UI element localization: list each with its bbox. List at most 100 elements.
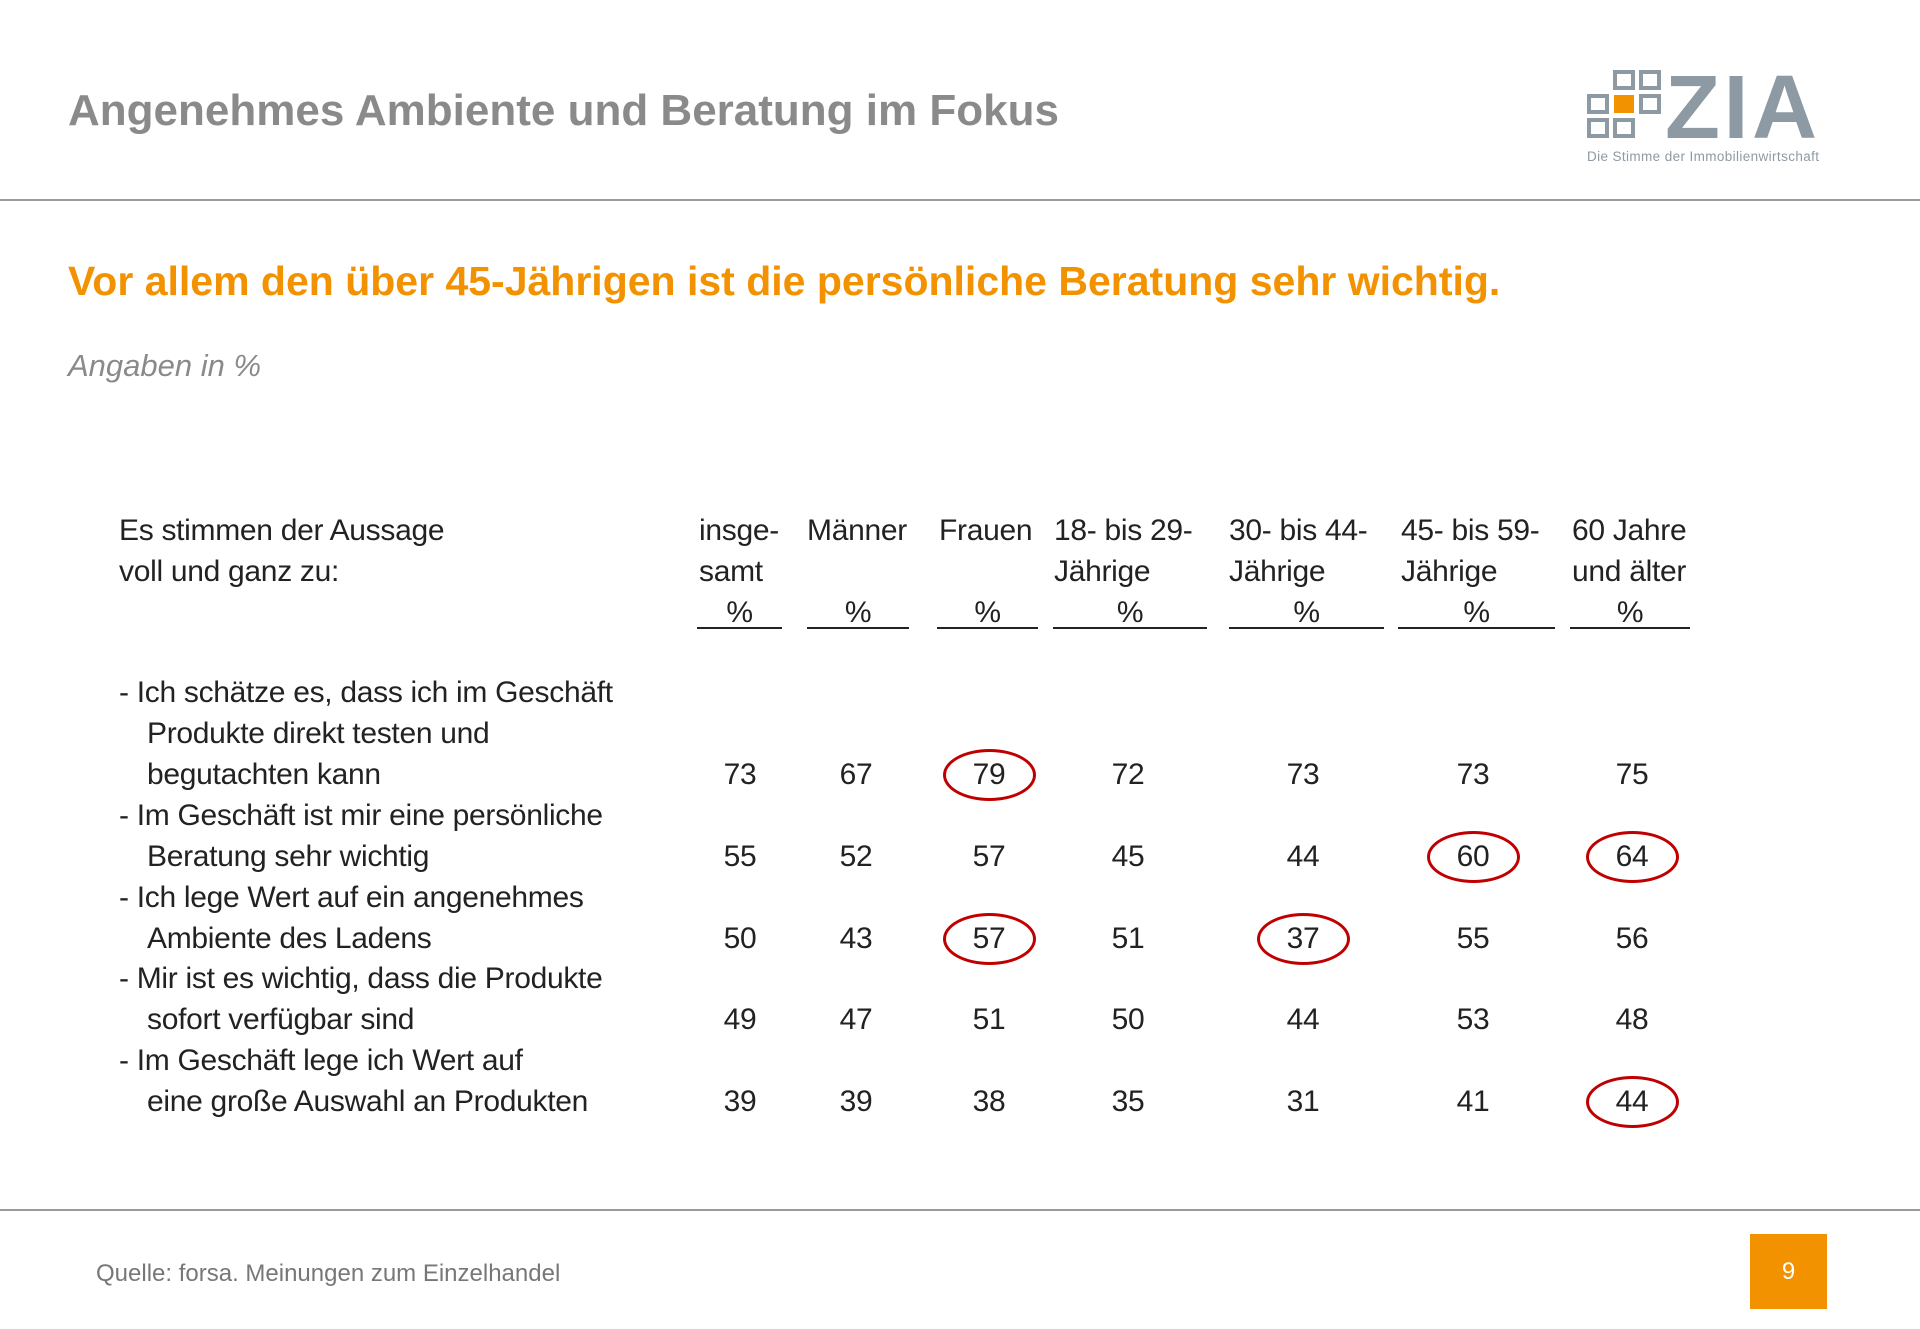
table-cell: 72 — [1078, 754, 1178, 795]
column-header: insge-samt — [699, 510, 779, 592]
cell-value: 43 — [839, 922, 873, 955]
table-cell: 45 — [1078, 836, 1178, 877]
column-header-line: samt — [699, 555, 763, 588]
cell-value: 39 — [839, 1085, 873, 1118]
table-cell: 79 — [939, 748, 1039, 801]
table-cell: 57 — [939, 912, 1039, 965]
column-header: 18- bis 29- Jährige — [1054, 510, 1193, 592]
row-label-line: Produkte direkt testen und — [147, 717, 490, 750]
table-cell: 57 — [939, 836, 1039, 877]
cell-value: 45 — [1111, 840, 1145, 873]
table-cell: 37 — [1253, 912, 1353, 965]
cell-value: 50 — [1111, 1003, 1145, 1036]
footer-divider — [0, 1209, 1920, 1211]
column-unit: % — [1463, 596, 1490, 629]
column-underline — [1229, 627, 1384, 629]
column-underline — [1053, 627, 1207, 629]
table-cell: 73 — [690, 754, 790, 795]
header-divider — [0, 199, 1920, 201]
row-label-line: - Mir ist es wichtig, dass die Produkte — [119, 962, 603, 995]
column-header: Frauen — [939, 510, 1033, 551]
cell-value: 72 — [1111, 758, 1145, 791]
column-unit: % — [726, 596, 753, 629]
row-label: - Mir ist es wichtig, dass die Produkte s… — [119, 958, 603, 1040]
column-header-line: Jährige — [1401, 555, 1498, 588]
row-label: - Ich schätze es, dass ich im Geschäft Pr… — [119, 672, 613, 795]
cell-value: 48 — [1615, 1003, 1649, 1036]
column-header: 60 Jahre und älter — [1572, 510, 1687, 592]
table-cell: 44 — [1253, 999, 1353, 1040]
cell-value: 41 — [1456, 1085, 1490, 1118]
column-header-line: 18- bis 29- — [1054, 514, 1193, 547]
row-label-line: Beratung sehr wichtig — [147, 840, 430, 873]
column-underline — [937, 627, 1038, 629]
cell-value: 55 — [1456, 922, 1490, 955]
table-cell: 47 — [806, 999, 906, 1040]
highlight-circle — [1586, 1075, 1679, 1128]
row-label: - Ich lege Wert auf ein angenehmes Ambien… — [119, 877, 584, 959]
cell-value: 31 — [1286, 1085, 1320, 1118]
column-underline — [1570, 627, 1690, 629]
table-cell: 39 — [806, 1081, 906, 1122]
table-cell: 39 — [690, 1081, 790, 1122]
cell-value: 52 — [839, 840, 873, 873]
table-cell: 50 — [1078, 999, 1178, 1040]
subtitle: Vor allem den über 45-Jährigen ist die p… — [68, 258, 1501, 304]
column-underline — [1398, 627, 1555, 629]
row-header: Es stimmen der Aussage voll und ganz zu: — [119, 510, 445, 592]
row-header-line: voll und ganz zu: — [119, 555, 340, 588]
row-label: - Im Geschäft ist mir eine persönliche Be… — [119, 795, 603, 877]
table-cell: 55 — [1423, 918, 1523, 959]
table-cell: 67 — [806, 754, 906, 795]
column-header-line: Männer — [807, 514, 907, 547]
cell-value: 67 — [839, 758, 873, 791]
table-cell: 48 — [1582, 999, 1682, 1040]
column-unit: % — [1293, 596, 1320, 629]
table-cell: 35 — [1078, 1081, 1178, 1122]
column-header-line: Jährige — [1054, 555, 1151, 588]
column-underline — [807, 627, 909, 629]
highlight-circle — [1257, 912, 1350, 965]
column-header-line: insge- — [699, 514, 779, 547]
column-header: Männer — [807, 510, 907, 551]
table-cell: 31 — [1253, 1081, 1353, 1122]
cell-value: 56 — [1615, 922, 1649, 955]
cell-value: 38 — [972, 1085, 1006, 1118]
row-header-line: Es stimmen der Aussage — [119, 514, 445, 547]
cell-value: 44 — [1286, 1003, 1320, 1036]
table-cell: 52 — [806, 836, 906, 877]
source-note: Quelle: forsa. Meinungen zum Einzelhande… — [96, 1260, 561, 1287]
svg-text:ZIA: ZIA — [1665, 68, 1817, 158]
row-label-line: sofort verfügbar sind — [147, 1003, 415, 1036]
svg-text:Die Stimme der Immobilienwirts: Die Stimme der Immobilienwirtschaft — [1587, 149, 1819, 164]
row-label-line: Ambiente des Ladens — [147, 922, 432, 955]
cell-value: 75 — [1615, 758, 1649, 791]
column-header-line: 45- bis 59- — [1401, 514, 1540, 547]
row-label-line: - Im Geschäft ist mir eine persönliche — [119, 799, 603, 832]
cell-value: 73 — [723, 758, 757, 791]
cell-value: 49 — [723, 1003, 757, 1036]
column-header-line: Jährige — [1229, 555, 1326, 588]
table-cell: 56 — [1582, 918, 1682, 959]
table-cell: 44 — [1253, 836, 1353, 877]
table-cell: 75 — [1582, 754, 1682, 795]
row-label-line: eine große Auswahl an Produkten — [147, 1085, 588, 1118]
page-title: Angenehmes Ambiente und Beratung im Foku… — [68, 86, 1059, 135]
table-cell: 73 — [1423, 754, 1523, 795]
column-header-line: und älter — [1572, 555, 1687, 588]
column-unit: % — [1616, 596, 1644, 629]
column-unit: % — [844, 596, 872, 629]
zia-logo: ZIA Die Stimme der Immobilienwirtschaft — [1585, 58, 1825, 168]
highlight-circle — [1586, 830, 1679, 883]
cell-value: 51 — [1111, 922, 1145, 955]
table-cell: 50 — [690, 918, 790, 959]
column-header: 30- bis 44- Jährige — [1229, 510, 1368, 592]
cell-value: 51 — [972, 1003, 1006, 1036]
column-unit: % — [1116, 596, 1144, 629]
row-label-line: - Ich schätze es, dass ich im Geschäft — [119, 676, 613, 709]
table-cell: 51 — [939, 999, 1039, 1040]
cell-value: 50 — [723, 922, 757, 955]
column-header-line: Frauen — [939, 514, 1033, 547]
table-cell: 51 — [1078, 918, 1178, 959]
highlight-circle — [943, 912, 1036, 965]
